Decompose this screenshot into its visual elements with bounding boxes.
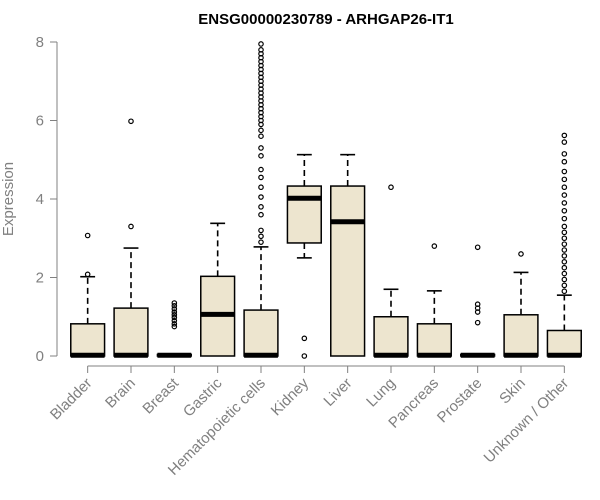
- outlier-point: [561, 215, 568, 222]
- y-tick-label: 0: [36, 348, 44, 365]
- outlier-point: [258, 41, 264, 47]
- x-tick-label: Liver: [320, 375, 355, 410]
- outlier-point: [171, 311, 178, 318]
- outlier-point: [128, 118, 134, 125]
- outlier-point: [561, 258, 568, 265]
- box-group: [416, 243, 452, 358]
- box-rect: [373, 316, 409, 357]
- box-group: [330, 153, 366, 357]
- outlier-point: [561, 168, 568, 175]
- x-tick-label: Bladder: [47, 375, 96, 424]
- outlier-point: [561, 184, 568, 191]
- outlier-point: [474, 301, 481, 307]
- box-rect: [503, 314, 539, 357]
- outlier-point: [561, 207, 568, 214]
- outlier-point: [258, 166, 264, 173]
- outlier-point: [171, 314, 178, 321]
- x-tick-label: Brain: [102, 375, 139, 412]
- outlier-point: [258, 184, 264, 191]
- outlier-point: [258, 227, 264, 234]
- box-group: [70, 232, 106, 358]
- box-rect: [286, 185, 322, 244]
- outlier-point: [561, 151, 568, 157]
- outlier-point: [171, 309, 178, 315]
- box-group: [243, 41, 279, 358]
- outlier-point: [128, 223, 134, 230]
- x-tick-label: Skin: [496, 375, 529, 408]
- x-tick-label: Prostate: [434, 375, 486, 427]
- box-rect: [416, 323, 452, 357]
- box-group: [546, 132, 582, 358]
- x-tick-label: Kidney: [268, 374, 313, 419]
- outlier-point: [561, 276, 568, 283]
- outlier-point: [388, 184, 394, 191]
- x-tick-label: Lung: [363, 375, 399, 411]
- outlier-point: [258, 47, 264, 53]
- outlier-point: [518, 251, 524, 257]
- outlier-point: [171, 300, 178, 306]
- y-tick-label: 8: [36, 34, 44, 51]
- box-group: [503, 251, 539, 358]
- outlier-point: [258, 239, 264, 245]
- box-rect: [330, 185, 366, 357]
- outlier-point: [474, 244, 481, 251]
- outlier-point: [561, 288, 568, 295]
- box-group: [286, 153, 322, 359]
- box-group: [156, 300, 192, 358]
- y-tick-label: 6: [36, 113, 44, 130]
- outlier-point: [474, 319, 481, 326]
- outlier-point: [258, 204, 264, 210]
- outlier-point: [561, 229, 568, 236]
- outlier-point: [301, 353, 308, 359]
- y-axis: 0 2 4 6 8: [36, 34, 58, 365]
- outlier-point: [561, 241, 568, 247]
- box-group: [460, 244, 496, 358]
- outlier-point: [258, 127, 264, 134]
- box-rect: [243, 309, 279, 357]
- box-rect: [70, 323, 106, 357]
- box-group: [113, 118, 149, 358]
- outlier-point: [258, 153, 264, 159]
- x-tick-label: Breast: [139, 374, 182, 417]
- outlier-point: [171, 321, 178, 327]
- outlier-point: [561, 223, 568, 230]
- outlier-point: [561, 139, 568, 145]
- y-tick-label: 2: [36, 270, 44, 287]
- outlier-point: [561, 176, 568, 183]
- outlier-point: [561, 200, 568, 206]
- box-rect: [113, 307, 149, 357]
- box-group: [373, 184, 409, 358]
- outlier-point: [171, 302, 178, 309]
- outlier-point: [258, 133, 264, 140]
- outlier-point: [171, 306, 178, 312]
- outlier-point: [258, 233, 264, 240]
- outlier-point: [84, 232, 91, 239]
- outlier-point: [84, 271, 91, 278]
- outlier-point: [561, 282, 568, 289]
- outlier-point: [258, 174, 264, 181]
- chart-title: ENSG00000230789 - ARHGAP26-IT1: [198, 11, 453, 28]
- outlier-point: [258, 211, 264, 218]
- box-rect: [546, 329, 582, 357]
- y-tick-label: 4: [36, 191, 44, 208]
- outlier-point: [561, 235, 568, 242]
- outlier-point: [258, 145, 264, 151]
- outlier-point: [171, 323, 178, 330]
- outlier-point: [561, 270, 568, 277]
- box-series: [70, 41, 582, 359]
- box-group: [200, 222, 236, 357]
- outlier-point: [301, 335, 308, 342]
- outlier-point: [561, 158, 568, 165]
- outlier-point: [561, 132, 568, 139]
- outlier-point: [561, 192, 568, 198]
- outlier-point: [561, 247, 568, 253]
- outlier-point: [171, 317, 178, 324]
- outlier-point: [258, 194, 264, 200]
- outlier-point: [561, 264, 568, 271]
- y-axis-label: Expression: [0, 162, 17, 236]
- outlier-point: [561, 253, 568, 259]
- outlier-point: [431, 243, 438, 249]
